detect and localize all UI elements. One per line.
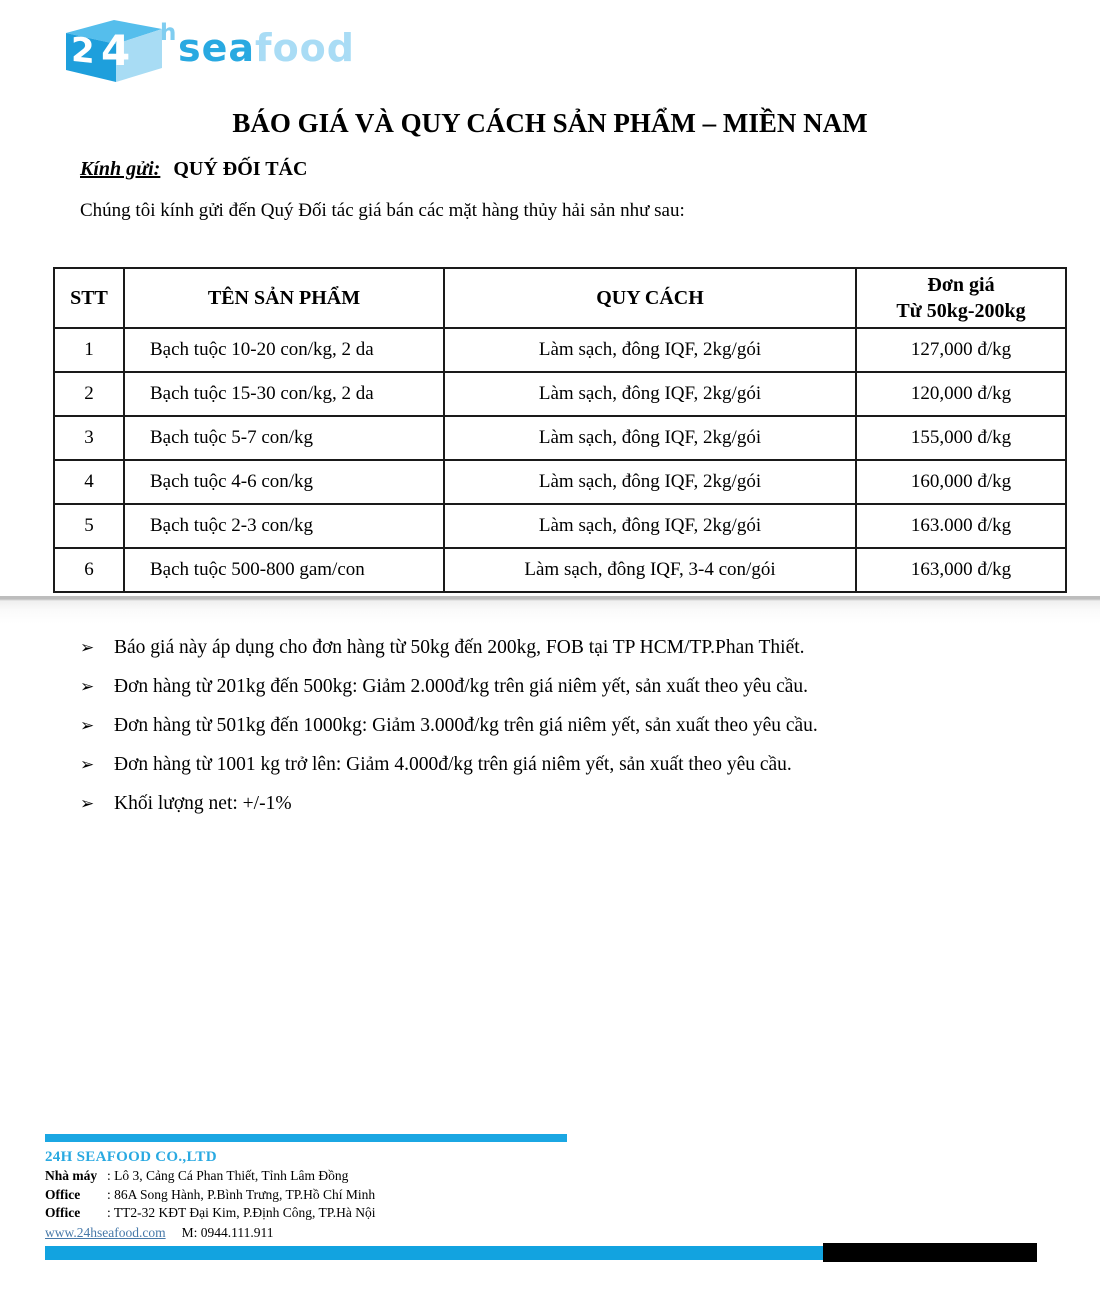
- list-item: ➢ Đơn hàng từ 1001 kg trở lên: Giảm 4.00…: [80, 753, 1030, 776]
- page-break-shadow: [0, 596, 1100, 624]
- list-item: ➢ Báo giá này áp dụng cho đơn hàng từ 50…: [80, 636, 1030, 659]
- arrow-bullet-icon: ➢: [80, 716, 95, 735]
- note-text: Báo giá này áp dụng cho đơn hàng từ 50kg…: [114, 637, 805, 658]
- cell-spec: Làm sạch, đông IQF, 2kg/gói: [443, 371, 857, 417]
- list-item: ➢ Khối lượng net: +/-1%: [80, 792, 1030, 815]
- website-link[interactable]: www.24hseafood.com: [45, 1224, 166, 1240]
- cube-logo-icon: [66, 20, 162, 82]
- column-header-price-line1: Đơn giá: [927, 274, 995, 296]
- list-item: ➢ Đơn hàng từ 201kg đến 500kg: Giảm 2.00…: [80, 675, 1030, 698]
- cell-product-name: Bạch tuộc 2-3 con/kg: [123, 503, 445, 549]
- cell-price: 163,000 đ/kg: [855, 547, 1067, 593]
- cell-stt: 6: [53, 547, 125, 593]
- notes-list: ➢ Báo giá này áp dụng cho đơn hàng từ 50…: [80, 636, 1030, 831]
- cell-price: 163.000 đ/kg: [855, 503, 1067, 549]
- salutation: Kính gửi: QUÝ ĐỐI TÁC: [80, 158, 307, 181]
- list-item: ➢ Đơn hàng từ 501kg đến 1000kg: Giảm 3.0…: [80, 714, 1030, 737]
- page-title: BÁO GIÁ VÀ QUY CÁCH SẢN PHẨM – MIỀN NAM: [232, 108, 868, 138]
- note-text: Đơn hàng từ 201kg đến 500kg: Giảm 2.000đ…: [114, 676, 809, 697]
- bottom-blue-bar: [45, 1246, 823, 1260]
- cell-product-name: Bạch tuộc 10-20 con/kg, 2 da: [123, 327, 445, 373]
- footer-address-label: Nhà máy: [45, 1168, 98, 1183]
- bottom-decoration-bars: [45, 1243, 1037, 1262]
- arrow-bullet-icon: ➢: [80, 677, 95, 696]
- cell-price: 127,000 đ/kg: [855, 327, 1067, 373]
- price-table: STT TÊN SẢN PHẨM QUY CÁCH Đơn giá Từ 50k…: [53, 267, 1067, 593]
- column-header-price-line2: Từ 50kg-200kg: [896, 300, 1026, 322]
- cell-product-name: Bạch tuộc 4-6 con/kg: [123, 459, 445, 505]
- note-text: Đơn hàng từ 1001 kg trở lên: Giảm 4.000đ…: [114, 754, 792, 775]
- footer: 24H SEAFOOD CO.,LTD Nhà máy : Lô 3, Cảng …: [45, 1134, 685, 1242]
- cell-stt: 2: [53, 371, 125, 417]
- logo-digit-4: 4: [101, 26, 131, 75]
- cell-stt: 5: [53, 503, 125, 549]
- cell-product-name: Bạch tuộc 500-800 gam/con: [123, 547, 445, 593]
- table-row: 4 Bạch tuộc 4-6 con/kg Làm sạch, đông IQ…: [53, 459, 1067, 505]
- table-row: 6 Bạch tuộc 500-800 gam/con Làm sạch, đô…: [53, 547, 1067, 593]
- footer-address-value: : TT2-32 KĐT Đại Kim, P.Định Công, TP.Hà…: [107, 1205, 376, 1220]
- arrow-bullet-icon: ➢: [80, 638, 95, 657]
- bottom-black-bar: [823, 1243, 1037, 1262]
- table-row: 1 Bạch tuộc 10-20 con/kg, 2 da Làm sạch,…: [53, 327, 1067, 373]
- cell-price: 155,000 đ/kg: [855, 415, 1067, 461]
- salutation-label: Kính gửi:: [80, 158, 161, 180]
- footer-address-label: Office: [45, 1186, 81, 1202]
- table-row: 3 Bạch tuộc 5-7 con/kg Làm sạch, đông IQ…: [53, 415, 1067, 461]
- footer-address-value: : Lô 3, Cảng Cá Phan Thiết, Tỉnh Lâm Đồn…: [107, 1168, 349, 1183]
- logo-digit-2: 2: [71, 29, 95, 73]
- cell-product-name: Bạch tuộc 15-30 con/kg, 2 da: [123, 371, 445, 417]
- note-text: Đơn hàng từ 501kg đến 1000kg: Giảm 3.000…: [114, 715, 818, 736]
- intro-paragraph: Chúng tôi kính gửi đến Quý Đối tác giá b…: [80, 200, 685, 221]
- logo-word-food: food: [255, 26, 355, 70]
- footer-company-name: 24H SEAFOOD CO.,LTD: [45, 1149, 217, 1165]
- column-header-stt: STT: [53, 267, 125, 329]
- cell-stt: 1: [53, 327, 125, 373]
- logo-superscript-h: h: [160, 20, 177, 46]
- footer-address-line: Office : 86A Song Hành, P.Bình Trưng, TP.…: [45, 1186, 685, 1205]
- cell-stt: 3: [53, 415, 125, 461]
- footer-address-label: Office: [45, 1205, 81, 1220]
- footer-address-line: Nhà máy : Lô 3, Cảng Cá Phan Thiết, Tỉnh …: [45, 1167, 685, 1186]
- mobile-number: M: 0944.111.911: [181, 1224, 274, 1240]
- table-row: 5 Bạch tuộc 2-3 con/kg Làm sạch, đông IQ…: [53, 503, 1067, 549]
- cell-stt: 4: [53, 459, 125, 505]
- cell-spec: Làm sạch, đông IQF, 2kg/gói: [443, 459, 857, 505]
- cell-spec: Làm sạch, đông IQF, 2kg/gói: [443, 503, 857, 549]
- cell-product-name: Bạch tuộc 5-7 con/kg: [123, 415, 445, 461]
- column-header-name: TÊN SẢN PHẨM: [123, 267, 445, 329]
- column-header-spec: QUY CÁCH: [443, 267, 857, 329]
- cell-spec: Làm sạch, đông IQF, 2kg/gói: [443, 415, 857, 461]
- table-header-row: STT TÊN SẢN PHẨM QUY CÁCH Đơn giá Từ 50k…: [53, 267, 1067, 329]
- note-text: Khối lượng net: +/-1%: [114, 793, 292, 814]
- cell-spec: Làm sạch, đông IQF, 3-4 con/gói: [443, 547, 857, 593]
- salutation-value: QUÝ ĐỐI TÁC: [173, 158, 308, 180]
- arrow-bullet-icon: ➢: [80, 794, 95, 813]
- cell-price: 160,000 đ/kg: [855, 459, 1067, 505]
- footer-contact-line: www.24hseafood.com M: 0944.111.911: [45, 1223, 685, 1242]
- footer-accent-bar: [45, 1134, 567, 1142]
- logo-word-sea: sea: [178, 26, 256, 70]
- column-header-price: Đơn giá Từ 50kg-200kg: [855, 267, 1067, 329]
- footer-address-value: : 86A Song Hành, P.Bình Trưng, TP.Hồ Chí…: [107, 1186, 376, 1202]
- table-row: 2 Bạch tuộc 15-30 con/kg, 2 da Làm sạch,…: [53, 371, 1067, 417]
- cell-spec: Làm sạch, đông IQF, 2kg/gói: [443, 327, 857, 373]
- company-logo: 2 4 h seafood: [58, 14, 358, 84]
- cell-price: 120,000 đ/kg: [855, 371, 1067, 417]
- arrow-bullet-icon: ➢: [80, 755, 95, 774]
- footer-address-line: Office : TT2-32 KĐT Đại Kim, P.Định Công,…: [45, 1204, 685, 1223]
- logo-wordmark: seafood: [178, 26, 355, 70]
